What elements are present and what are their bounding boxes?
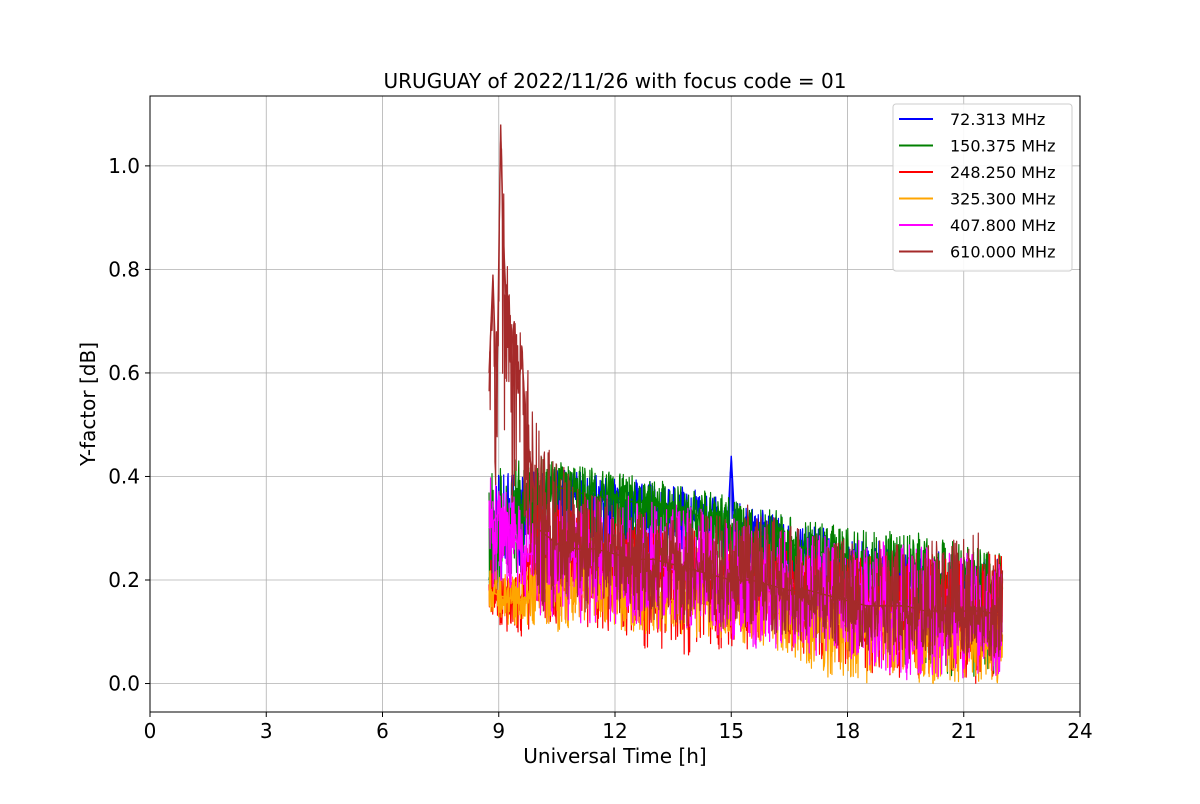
legend-entry-label: 610.000 MHz — [950, 243, 1055, 262]
legend-entry-label: 72.313 MHz — [950, 110, 1045, 129]
y-tick-label: 0.4 — [108, 464, 140, 488]
y-tick-label: 1.0 — [108, 154, 140, 178]
y-tick-label: 0.8 — [108, 257, 140, 281]
x-tick-label: 6 — [376, 719, 389, 743]
x-tick-label: 9 — [492, 719, 505, 743]
x-axis-label: Universal Time [h] — [523, 744, 706, 768]
legend-entry-label: 407.800 MHz — [950, 216, 1055, 235]
x-tick-label: 21 — [951, 719, 976, 743]
plot-data — [488, 123, 1004, 685]
legend-box — [892, 103, 1073, 272]
x-tick-label: 15 — [719, 719, 744, 743]
y-tick-label: 0.2 — [108, 568, 140, 592]
axis-ticks: 0 3 6 9 12 15 18 21 24 0.0 0.2 0.4 0.6 0.8 1.0 — [108, 154, 1093, 743]
x-tick-label: 18 — [835, 719, 860, 743]
x-tick-label: 3 — [260, 719, 273, 743]
y-tick-label: 0.0 — [108, 672, 140, 696]
chart-title: URUGUAY of 2022/11/26 with focus code = … — [384, 69, 847, 93]
x-tick-label: 0 — [144, 719, 157, 743]
legend-entry-label: 150.375 MHz — [950, 137, 1055, 156]
x-tick-label: 12 — [602, 719, 627, 743]
legend-entry-label: 248.250 MHz — [950, 163, 1055, 182]
legend-entry-label: 325.300 MHz — [950, 190, 1055, 209]
series-trend-5 — [488, 124, 1003, 617]
x-tick-label: 24 — [1067, 719, 1092, 743]
y-axis-label: Y-factor [dB] — [76, 342, 100, 467]
y-tick-label: 0.6 — [108, 361, 140, 385]
legend: 72.313 MHz 150.375 MHz 248.250 MHz 325.300 … — [892, 103, 1073, 272]
